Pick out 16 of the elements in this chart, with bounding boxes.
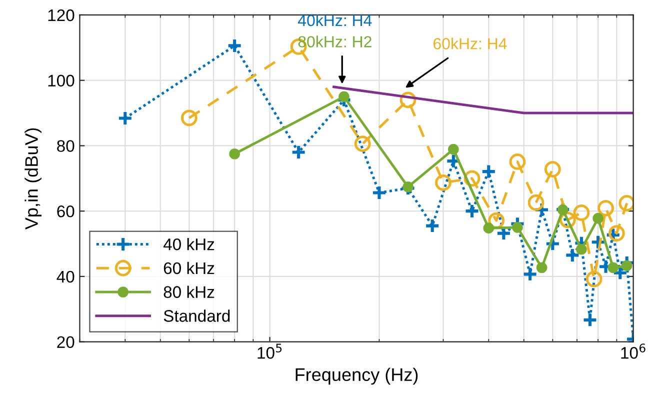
x-tick-label: 10$^{6}$ xyxy=(621,344,646,359)
x-axis-title: Frequency (Hz) xyxy=(296,368,418,385)
y-tick-label: 100 xyxy=(48,74,74,87)
x-tick-label: 10$^{5}$ xyxy=(258,344,282,359)
y-tick-label: 60 xyxy=(57,205,74,218)
y-axis-title: Vp,in (dBuV) xyxy=(24,128,42,230)
legend-label: 40 kHz xyxy=(163,238,214,250)
legend-label: 60 kHz xyxy=(164,262,214,274)
legend-label: Standard xyxy=(164,310,230,322)
legend-label: 80 kHz xyxy=(164,286,214,298)
y-tick-label: 80 xyxy=(57,140,74,152)
y-tick-label: 120 xyxy=(48,9,74,22)
y-tick-label: 20 xyxy=(57,336,74,348)
annotation: 40kHz: H4 xyxy=(298,14,372,26)
annotation: 60kHz: H4 xyxy=(434,38,507,50)
y-tick-label: 40 xyxy=(56,270,74,283)
